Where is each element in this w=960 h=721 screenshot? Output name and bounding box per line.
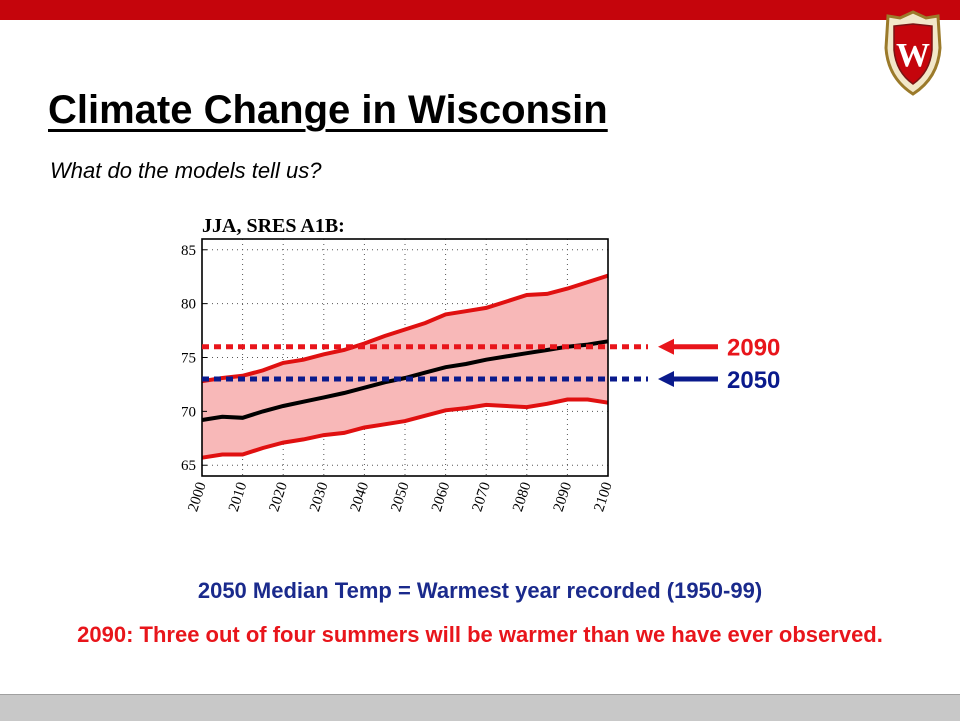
x-tick-label-2000: 2000	[185, 480, 209, 513]
caption-2090: 2090: Three out of four summers will be …	[77, 622, 883, 647]
chart-lines	[201, 273, 609, 460]
uw-crest-logo: W	[884, 10, 942, 96]
y-tick-label-80: 80	[181, 297, 196, 313]
x-tick-label-2020: 2020	[267, 480, 291, 513]
ref-arrow-head-2050	[658, 371, 674, 388]
x-tick-label-2060: 2060	[429, 480, 453, 513]
ref-arrow-head-2090	[658, 338, 674, 355]
caption-2050: 2050 Median Temp = Warmest year recorded…	[197, 578, 763, 603]
chart-band	[202, 275, 608, 458]
crest-letter: W	[896, 37, 930, 74]
top-bar	[0, 0, 960, 20]
x-tick-label-2080: 2080	[510, 480, 534, 513]
band-fill	[202, 275, 608, 458]
bottom-bar	[0, 694, 960, 721]
y-tick-label-65: 65	[181, 458, 196, 474]
series-median-line	[201, 339, 609, 422]
x-tick-label-2030: 2030	[307, 480, 331, 513]
ref-label-2090: 2090	[727, 335, 780, 362]
page-title: Climate Change in Wisconsin	[48, 88, 608, 132]
y-tick-labels: 65 70 75 80 85	[181, 243, 207, 474]
page-subtitle: What do the models tell us?	[50, 158, 322, 183]
x-tick-label-2100: 2100	[591, 480, 615, 513]
x-tick-label-2070: 2070	[470, 480, 494, 513]
x-tick-labels: 2000 2010 2020 2030 2040 2050 2060 2070 2080 2090…	[185, 480, 615, 513]
chart-title: JJA, SRES A1B:	[202, 215, 345, 237]
y-tick-label-85: 85	[181, 243, 196, 259]
reference-markers: 2090 2050	[202, 335, 780, 394]
x-tick-label-2050: 2050	[388, 480, 412, 513]
crest-inner	[893, 23, 933, 85]
x-tick-label-2040: 2040	[348, 480, 372, 513]
series-upper-line	[201, 273, 609, 384]
ref-label-2050: 2050	[727, 367, 780, 394]
y-tick-label-75: 75	[181, 351, 196, 367]
x-tick-label-2090: 2090	[551, 480, 575, 513]
y-tick-label-70: 70	[181, 404, 196, 420]
x-tick-label-2010: 2010	[226, 480, 250, 513]
series-lower-line	[201, 397, 609, 460]
